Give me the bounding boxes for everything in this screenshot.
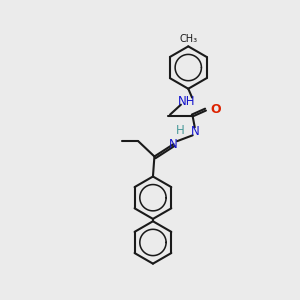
Text: N: N bbox=[169, 138, 178, 151]
Text: H: H bbox=[176, 124, 185, 137]
Text: NH: NH bbox=[178, 94, 196, 108]
Text: O: O bbox=[210, 103, 221, 116]
Text: N: N bbox=[191, 125, 200, 138]
Text: CH₃: CH₃ bbox=[179, 34, 197, 44]
